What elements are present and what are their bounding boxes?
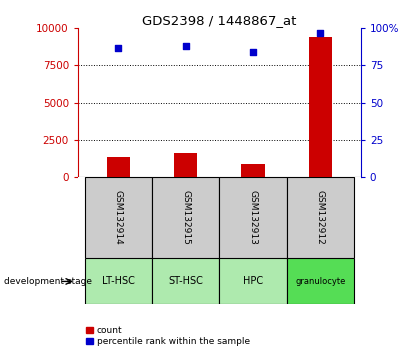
- Legend: count, percentile rank within the sample: count, percentile rank within the sample: [82, 322, 253, 349]
- Text: GSM132913: GSM132913: [248, 190, 257, 245]
- Bar: [173, 153, 197, 177]
- Bar: [84, 177, 152, 258]
- Text: GSM132914: GSM132914: [114, 190, 123, 245]
- Text: granulocyte: granulocyte: [294, 277, 345, 286]
- Text: ST-HSC: ST-HSC: [168, 276, 202, 286]
- Point: [249, 49, 256, 55]
- Bar: [152, 258, 219, 304]
- Text: HPC: HPC: [243, 276, 263, 286]
- Bar: [240, 164, 264, 177]
- Bar: [308, 37, 331, 177]
- Bar: [286, 177, 353, 258]
- Bar: [286, 258, 353, 304]
- Text: GSM132915: GSM132915: [181, 190, 190, 245]
- Bar: [219, 177, 286, 258]
- Title: GDS2398 / 1448867_at: GDS2398 / 1448867_at: [142, 14, 296, 27]
- Bar: [106, 157, 130, 177]
- Point: [182, 43, 189, 49]
- Point: [115, 45, 121, 51]
- Text: LT-HSC: LT-HSC: [101, 276, 135, 286]
- Text: GSM132912: GSM132912: [315, 190, 324, 245]
- Text: development stage: development stage: [4, 277, 92, 286]
- Bar: [84, 258, 152, 304]
- Point: [316, 30, 323, 36]
- Bar: [152, 177, 219, 258]
- Bar: [219, 258, 286, 304]
